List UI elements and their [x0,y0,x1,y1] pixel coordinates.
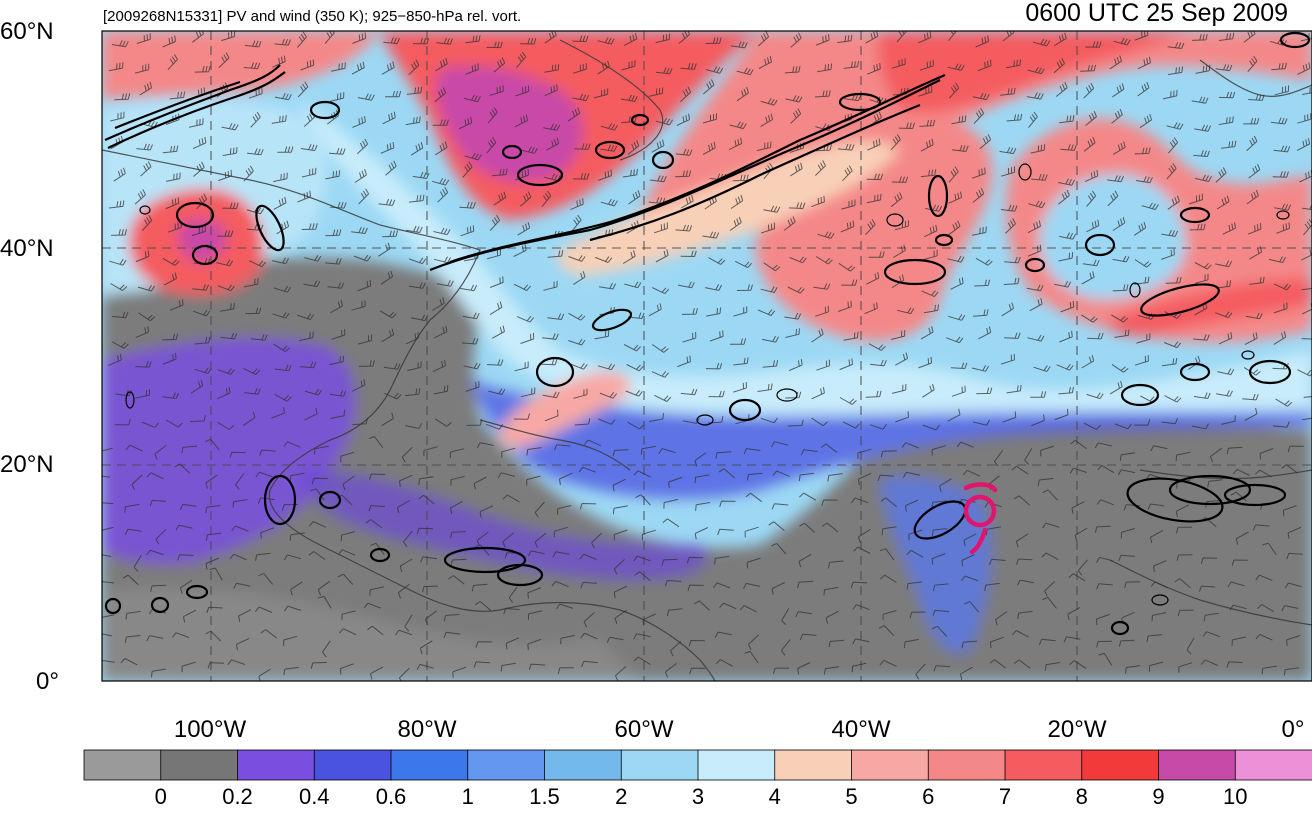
colorbar-swatch [545,750,622,780]
colorbar-swatch [1005,750,1082,780]
colorbar-tick-label: 4 [769,786,781,808]
lon-label-20w: 20°W [1048,718,1107,742]
colorbar-tick-label: 9 [1152,786,1164,808]
lat-label-0: 0° [36,670,59,694]
colorbar-swatch [84,750,161,780]
colorbar-swatch [1235,750,1312,780]
colorbar-tick-label: 2 [615,786,627,808]
lon-label-80w: 80°W [398,718,457,742]
colorbar-swatch [852,750,929,780]
colorbar-tick-label: 0.4 [299,786,330,808]
lon-label-100w: 100°W [174,718,246,742]
colorbar-tick-label: 7 [999,786,1011,808]
colorbar-swatch [391,750,468,780]
colorbar-swatch [698,750,775,780]
colorbar-tick-label: 6 [922,786,934,808]
colorbar-tick-label: 1 [462,786,474,808]
colorbar-tick-label: 3 [692,786,704,808]
colorbar-tick-label: 5 [845,786,857,808]
colorbar-swatch [621,750,698,780]
colorbar-swatch [161,750,238,780]
lat-label-40n: 40°N [0,237,54,261]
colorbar [84,750,1312,780]
lon-label-40w: 40°W [832,718,891,742]
map-title: [2009268N15331] PV and wind (350 K); 925… [103,9,521,24]
colorbar-tick-label: 0.6 [376,786,407,808]
colorbar-swatch [775,750,852,780]
colorbar-swatch [238,750,315,780]
colorbar-swatch [1082,750,1159,780]
colorbar-swatch [468,750,545,780]
colorbar-tick-label: 10 [1223,786,1247,808]
lon-label-60w: 60°W [615,718,674,742]
valid-time: 0600 UTC 25 Sep 2009 [1025,1,1288,26]
lat-label-60n: 60°N [0,20,54,44]
lat-label-20n: 20°N [0,453,54,477]
colorbar-tick-label: 1.5 [529,786,560,808]
colorbar-tick-label: 0 [155,786,167,808]
lon-label-0: 0° [1282,718,1305,742]
colorbar-tick-label: 0.2 [222,786,253,808]
colorbar-swatch [314,750,391,780]
colorbar-tick-label: 8 [1076,786,1088,808]
colorbar-swatch [928,750,1005,780]
colorbar-swatch [1159,750,1236,780]
